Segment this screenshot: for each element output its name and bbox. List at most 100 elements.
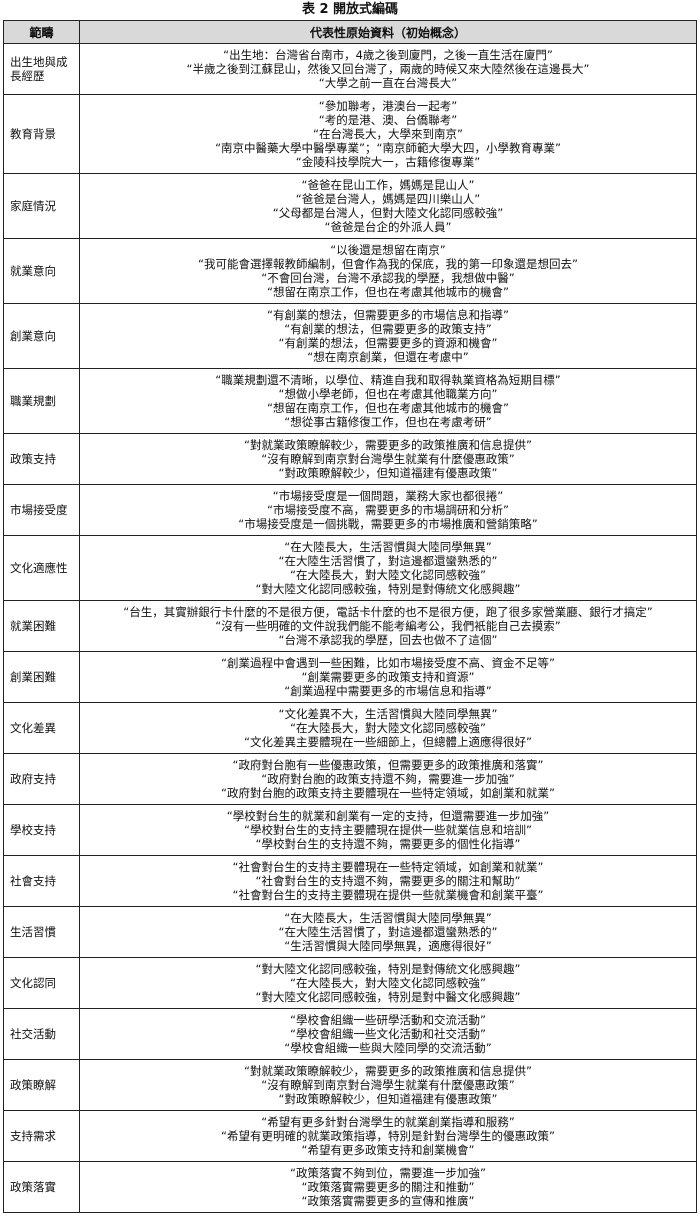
quote: “在台灣長大，大學來到南京” (313, 127, 463, 141)
table-row: 社交活動 “學校會組織一些研學活動和交流活動” “學校會組織一些文化活動和社交活動”… (3, 1008, 697, 1060)
quote: “沒有瞭解到南京對台灣學生就業有什麼優惠政策” (261, 1078, 515, 1092)
quote: “考的是港、澳、台僑聯考” (318, 113, 458, 127)
table-row: 支持需求 “希望有更多針對台灣學生的就業創業指導和服務” “希望有更明確的就業政策指… (3, 1110, 697, 1162)
quotes-cell: “政策落實不夠到位，需要進一步加強” “政策落實需要更多的關注和推動” “政策落實需… (79, 1161, 697, 1213)
quotes-cell: “對就業政策瞭解較少，需要更多的政策推廣和信息提供” “沒有瞭解到南京對台灣學生就… (79, 433, 697, 485)
quote: “學校會組織一些與大陸同學的交流活動” (284, 1041, 492, 1055)
quote: “金陵科技學院大一，古籍修復專業” (295, 155, 481, 169)
category-cell: 家庭情況 (3, 173, 80, 239)
quote: “政府對台胞的政策支持主要體現在一些特定領域，如創業和就業” (221, 786, 555, 800)
quote: “創業過程中需要更多的市場信息和指導” (284, 684, 492, 698)
table-row: 文化適應性 “在大陸長大，生活習慣與大陸同學無異” “在大陸生活習慣了，對這邊都還蠻… (3, 535, 697, 601)
quotes-cell: “市場接受度是一個問題，業務大家也都很捲” “市場接受度不高，需要更多的市場調研和… (79, 484, 697, 536)
quotes-cell: “以後還是想留在南京” “我可能會選擇報教師編制，但會作為我的保底，我的第一印象還… (79, 238, 697, 304)
quote: “對大陸文化認同感較強，特別是對傳統文化感興趣” (255, 962, 521, 976)
quote: “對大陸文化認同感較強，特別是對傳統文化感興趣” (255, 582, 521, 596)
quote: “對就業政策瞭解較少，需要更多的政策推廣和信息提供” (244, 1064, 532, 1078)
quote: “在大陸長大，對大陸文化認同感較強” (290, 568, 486, 582)
category-cell: 教育背景 (3, 94, 80, 174)
coding-table: 範疇 代表性原始資料（初始概念） 出生地與成長經歷 “出生地：台灣省台南市，4歲之… (3, 20, 697, 1213)
table-row: 就業意向 “以後還是想留在南京” “我可能會選擇報教師編制，但會作為我的保底，我的第… (3, 238, 697, 304)
table-row: 職業規劃 “職業規劃還不清晰，以學位、精進自我和取得執業資格為短期目標” “想做小學… (3, 368, 697, 434)
quote: “創業過程中會遇到一些困難，比如市場接受度不高、資金不足等” (221, 656, 555, 670)
quote: “以後還是想留在南京” (330, 243, 446, 257)
quote: “想做小學老師，但也在考慮其他職業方向” (278, 387, 498, 401)
quote: “希望有更明確的就業政策指導，特別是針對台灣學生的優惠政策” (221, 1129, 555, 1143)
header-row: 範疇 代表性原始資料（初始概念） (3, 20, 697, 44)
category-cell: 政府支持 (3, 753, 80, 805)
table-row: 家庭情況 “爸爸在昆山工作，媽媽是昆山人” “爸爸是台灣人，媽媽是四川樂山人” “父母… (3, 173, 697, 239)
quote: “想留在南京工作，但也在考慮其他城市的機會” (267, 401, 509, 415)
quote: “台灣不承認我的學歷，回去也做不了這個” (278, 633, 498, 647)
table-row: 生活習慣 “在大陸長大，生活習慣與大陸同學無異” “在大陸生活習慣了，對這邊都還蠻熟… (3, 906, 697, 958)
table-row: 創業意向 “有創業的想法，但需要更多的市場信息和指導” “有創業的想法，但需要更多的… (3, 303, 697, 369)
quote: “社會對台生的支持主要體現在提供一些就業機會和創業平臺” (232, 888, 544, 902)
table-row: 教育背景 “參加聯考，港澳台一起考” “考的是港、澳、台僑聯考” “在台灣長大，大學來… (3, 94, 697, 174)
quote: “政策落實需要更多的宣傳和推廣” (301, 1194, 475, 1208)
quote: “有創業的想法，但需要更多的資源和機會” (278, 336, 498, 350)
quote: “出生地：台灣省台南市，4歲之後到廈門，之後一直生活在廈門” (223, 48, 553, 62)
quote: “父母都是台灣人，但對大陸文化認同感較強” (272, 206, 504, 220)
quote: “台生，其實辦銀行卡什麼的不是很方便，電話卡什麼的也不是很方便，跑了很多家營業廳… (123, 605, 653, 619)
quotes-cell: “出生地：台灣省台南市，4歲之後到廈門，之後一直生活在廈門” “半歲之後到江蘇昆山… (79, 43, 697, 95)
quote: “想留在南京工作，但也在考慮其他城市的機會” (267, 285, 509, 299)
quote: “爸爸是台企的外派人員” (324, 220, 452, 234)
quote: “沒有一些明確的文件說我們能不能考編考公，我們衹能自己去摸索” (215, 619, 561, 633)
quote: “政策落實不夠到位，需要進一步加強” (290, 1166, 486, 1180)
category-cell: 社交活動 (3, 1008, 80, 1060)
quote: “社會對台生的支持還不夠，需要更多的關注和幫助” (255, 874, 521, 888)
category-cell: 創業困難 (3, 651, 80, 703)
table-row: 政策瞭解 “對就業政策瞭解較少，需要更多的政策推廣和信息提供” “沒有瞭解到南京對台… (3, 1059, 697, 1111)
quote: “學校會組織一些研學活動和交流活動” (290, 1013, 486, 1027)
quote: “學校對台生的支持還不夠，需要更多的個性化指導” (255, 837, 521, 851)
quotes-cell: “對大陸文化認同感較強，特別是對傳統文化感興趣” “在大陸長大，對大陸文化認同感較… (79, 957, 697, 1009)
category-cell: 文化認同 (3, 957, 80, 1009)
quote: “我可能會選擇報教師編制，但會作為我的保底，我的第一印象還是想回去” (198, 257, 578, 271)
table-body: 出生地與成長經歷 “出生地：台灣省台南市，4歲之後到廈門，之後一直生活在廈門” “半… (3, 43, 697, 1213)
quotes-cell: “政府對台胞有一些優惠政策，但需要更多的政策推廣和落實” “政府對台胞的政策支持還… (79, 753, 697, 805)
quotes-cell: “參加聯考，港澳台一起考” “考的是港、澳、台僑聯考” “在台灣長大，大學來到南京”… (79, 94, 697, 174)
category-cell: 政策支持 (3, 433, 80, 485)
quote: “創業需要更多的政策支持和資源” (301, 670, 475, 684)
quote: “大學之前一直在台灣長大” (318, 76, 458, 90)
table-row: 出生地與成長經歷 “出生地：台灣省台南市，4歲之後到廈門，之後一直生活在廈門” “半… (3, 43, 697, 95)
quote: “對政策瞭解較少，但知道福建有優惠政策” (278, 466, 498, 480)
quotes-cell: “希望有更多針對台灣學生的就業創業指導和服務” “希望有更明確的就業政策指導，特別… (79, 1110, 697, 1162)
category-cell: 文化差異 (3, 702, 80, 754)
quotes-cell: “有創業的想法，但需要更多的市場信息和指導” “有創業的想法，但需要更多的政策支持… (79, 303, 697, 369)
quote: “政策落實需要更多的關注和推動” (301, 1180, 475, 1194)
quotes-cell: “文化差異不大，生活習慣與大陸同學無異” “在大陸長大，對大陸文化認同感較強” “文… (79, 702, 697, 754)
quote: “學校會組織一些文化活動和社交活動” (290, 1027, 486, 1041)
quotes-cell: “在大陸長大，生活習慣與大陸同學無異” “在大陸生活習慣了，對這邊都還蠻熟悉的” “… (79, 535, 697, 601)
quote: “爸爸在昆山工作，媽媽是昆山人” (301, 178, 475, 192)
quote: “在大陸生活習慣了，對這邊都還蠻熟悉的” (278, 554, 498, 568)
category-cell: 支持需求 (3, 1110, 80, 1162)
category-cell: 學校支持 (3, 804, 80, 856)
quote: “在大陸生活習慣了，對這邊都還蠻熟悉的” (278, 925, 498, 939)
quote: “市場接受度是一個問題，業務大家也都很捲” (272, 489, 504, 503)
quote: “政府對台胞有一些優惠政策，但需要更多的政策推廣和落實” (232, 758, 544, 772)
quote: “有創業的想法，但需要更多的市場信息和指導” (267, 308, 509, 322)
quotes-cell: “職業規劃還不清晰，以學位、精進自我和取得執業資格為短期目標” “想做小學老師，但… (79, 368, 697, 434)
table-row: 學校支持 “學校對台生的就業和創業有一定的支持，但還需要進一步加強” “學校對台生的… (3, 804, 697, 856)
quote: “在大陸長大，對大陸文化認同感較強” (290, 721, 486, 735)
quotes-cell: “社會對台生的支持主要體現在一些特定領域，如創業和就業” “社會對台生的支持還不夠… (79, 855, 697, 907)
category-cell: 生活習慣 (3, 906, 80, 958)
table-row: 政府支持 “政府對台胞有一些優惠政策，但需要更多的政策推廣和落實” “政府對台胞的政… (3, 753, 697, 805)
category-cell: 就業意向 (3, 238, 80, 304)
quote: “文化差異主要體現在一些細節上，但總體上適應得很好” (244, 735, 532, 749)
category-cell: 就業困難 (3, 600, 80, 652)
quotes-cell: “創業過程中會遇到一些困難，比如市場接受度不高、資金不足等” “創業需要更多的政策… (79, 651, 697, 703)
table-row: 文化認同 “對大陸文化認同感較強，特別是對傳統文化感興趣” “在大陸長大，對大陸文化… (3, 957, 697, 1009)
category-cell: 出生地與成長經歷 (3, 43, 80, 95)
table-row: 市場接受度 “市場接受度是一個問題，業務大家也都很捲” “市場接受度不高，需要更多的… (3, 484, 697, 536)
table-row: 政策支持 “對就業政策瞭解較少，需要更多的政策推廣和信息提供” “沒有瞭解到南京對台… (3, 433, 697, 485)
quotes-cell: “爸爸在昆山工作，媽媽是昆山人” “爸爸是台灣人，媽媽是四川樂山人” “父母都是台灣… (79, 173, 697, 239)
quote: “在大陸長大，生活習慣與大陸同學無異” (284, 540, 492, 554)
quote: “在大陸長大，生活習慣與大陸同學無異” (284, 911, 492, 925)
quote: “希望有更多針對台灣學生的就業創業指導和服務” (261, 1115, 515, 1129)
quote: “市場接受度不高，需要更多的市場調研和分析” (267, 503, 509, 517)
category-cell: 政策瞭解 (3, 1059, 80, 1111)
quote: “政府對台胞的政策支持還不夠，需要進一步加強” (261, 772, 515, 786)
table-row: 文化差異 “文化差異不大，生活習慣與大陸同學無異” “在大陸長大，對大陸文化認同感較… (3, 702, 697, 754)
